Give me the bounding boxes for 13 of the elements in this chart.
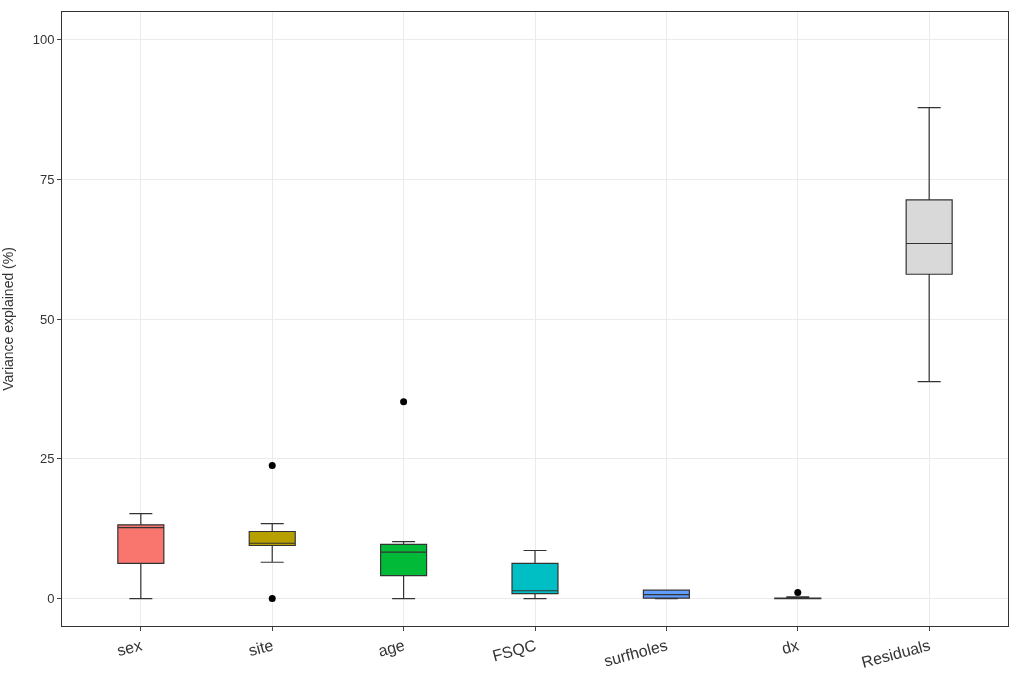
x-tick-label: FSQC (490, 636, 538, 665)
x-tick-label: Residuals (859, 636, 933, 672)
y-tick-label: 100 (32, 31, 55, 47)
x-tick-label: site (246, 636, 276, 660)
y-axis-title: Variance explained (%) (0, 247, 17, 391)
y-tick-label: 50 (39, 311, 55, 327)
x-tick-label: sex (115, 636, 144, 660)
x-tick-label: surfholes (602, 636, 670, 670)
y-tick-label: 75 (39, 171, 55, 187)
x-tick-label: age (376, 636, 407, 660)
y-tick-label: 25 (39, 451, 55, 467)
y-tick-label: 0 (47, 591, 55, 607)
x-tick-label: dx (779, 636, 801, 658)
